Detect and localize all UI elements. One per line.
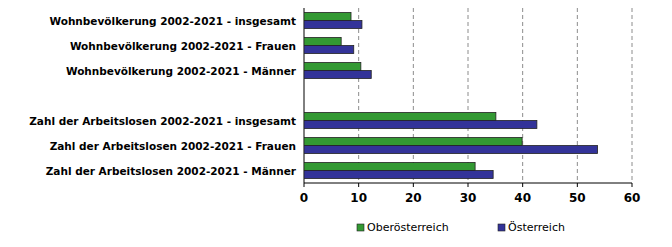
bars xyxy=(304,13,598,179)
category-label: Zahl der Arbeitslosen 2002-2021 - Frauen xyxy=(50,140,296,152)
category-label: Zahl der Arbeitslosen 2002-2021 - Männer xyxy=(46,165,297,177)
category-label: Wohnbevölkerung 2002-2021 - insgesamt xyxy=(49,15,296,27)
tick-label: 60 xyxy=(624,191,641,205)
bar xyxy=(304,71,371,79)
bar xyxy=(304,138,522,146)
axis-line xyxy=(304,183,632,184)
grid-line xyxy=(632,8,633,183)
grid-line xyxy=(468,8,469,183)
axis-line xyxy=(304,8,305,183)
tick-mark xyxy=(358,183,359,187)
tick-mark xyxy=(577,183,578,187)
tick-label: 40 xyxy=(514,191,531,205)
tick-mark xyxy=(468,183,469,187)
bar xyxy=(304,13,351,21)
tick-label: 30 xyxy=(460,191,477,205)
bar xyxy=(304,38,341,46)
category-label: Wohnbevölkerung 2002-2021 - Frauen xyxy=(70,40,296,52)
tick-label: 0 xyxy=(300,191,308,205)
grid-line xyxy=(413,8,414,183)
tick-label: 50 xyxy=(569,191,586,205)
bar xyxy=(304,46,354,54)
tick-mark xyxy=(413,183,414,187)
legend-label: Österreich xyxy=(508,221,565,234)
grid-line xyxy=(577,8,578,183)
bar xyxy=(304,163,475,171)
tick-mark xyxy=(522,183,523,187)
grid-line xyxy=(358,8,359,183)
chart: 0 10 20 30 40 50 60 Wohnbevölkerung 2002-2021 -… xyxy=(0,0,672,247)
bar xyxy=(304,171,493,179)
tick-mark xyxy=(632,183,633,187)
tick-mark xyxy=(304,183,305,187)
category-label: Zahl der Arbeitslosen 2002-2021 - insges… xyxy=(29,115,296,127)
bar xyxy=(304,113,496,121)
tick-label: 20 xyxy=(405,191,422,205)
legend-swatch xyxy=(357,224,364,231)
tick-label: 10 xyxy=(350,191,367,205)
legend-label: Oberösterreich xyxy=(367,221,449,234)
bar xyxy=(304,63,361,71)
bar xyxy=(304,121,537,129)
bar xyxy=(304,21,362,29)
category-label: Wohnbevölkerung 2002-2021 - Männer xyxy=(66,65,297,77)
bar xyxy=(304,146,598,154)
legend-swatch xyxy=(498,224,505,231)
grid-line xyxy=(522,8,523,183)
